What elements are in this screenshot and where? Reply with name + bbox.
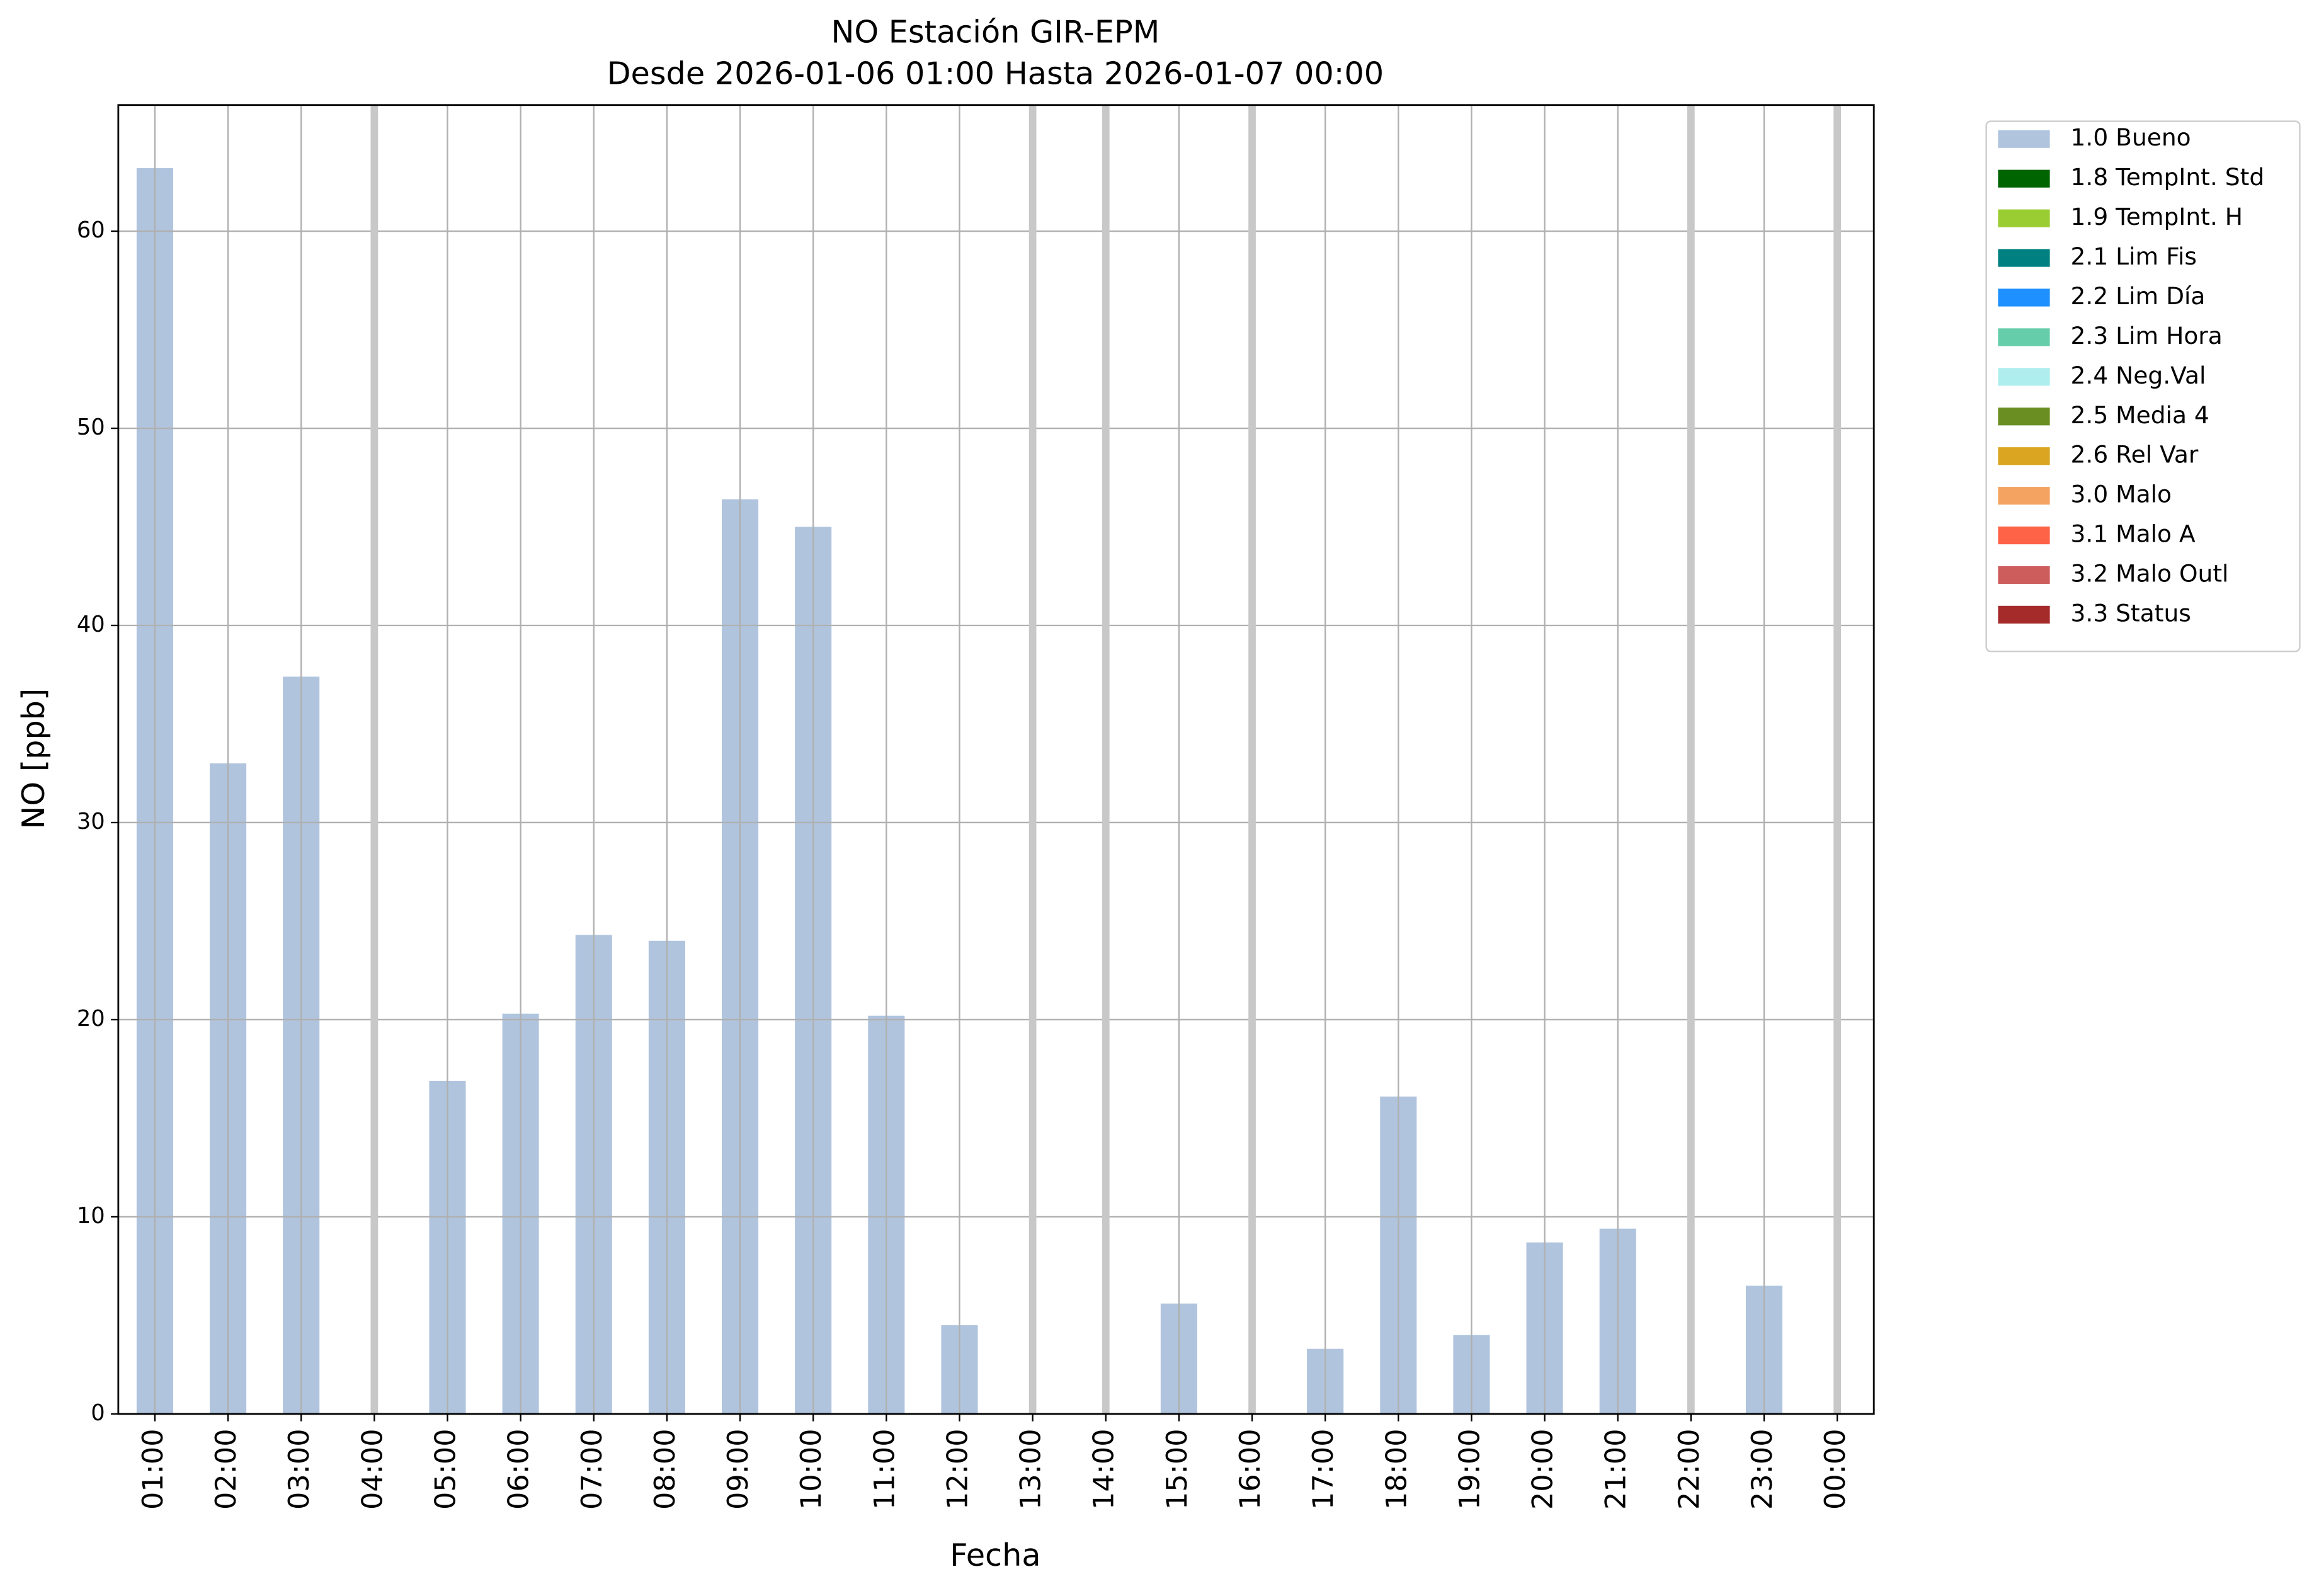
plot-frame [117,104,1875,1415]
y-tick-label: 50 [77,414,105,440]
x-tick-label: 07:00 [576,1428,608,1510]
x-tick-label: 04:00 [356,1428,389,1510]
legend-swatch [1998,249,2050,267]
x-tick-label: 18:00 [1380,1428,1413,1510]
y-tick-label: 10 [77,1203,105,1229]
x-tick-label: 21:00 [1600,1428,1632,1510]
x-tick-label: 17:00 [1307,1428,1340,1510]
legend-label: 2.1 Lim Fis [2071,242,2197,270]
y-tick-label: 40 [77,612,105,637]
x-tick-label: 10:00 [795,1428,828,1510]
legend-label: 1.9 TempInt. H [2071,203,2243,231]
legend-label: 3.2 Malo Outl [2071,560,2229,588]
x-tick-label: 11:00 [868,1428,901,1510]
y-tick-label: 20 [77,1006,105,1032]
legend-label: 3.0 Malo [2071,481,2172,508]
x-tick-label: 03:00 [283,1428,316,1510]
x-tick-label: 05:00 [429,1428,462,1510]
x-tick-label: 01:00 [137,1428,169,1510]
x-axis-label: Fecha [950,1537,1041,1573]
x-tick-label: 13:00 [1015,1428,1047,1510]
legend-label: 2.6 Rel Var [2071,441,2199,469]
chart-title: NO Estación GIR-EPM [831,14,1160,50]
legend-swatch [1998,447,2050,465]
x-tick-label: 22:00 [1673,1428,1706,1510]
legend-swatch [1998,130,2050,148]
legend-swatch [1998,328,2050,346]
x-tick-label: 16:00 [1234,1428,1267,1510]
x-tick-label: 02:00 [210,1428,242,1510]
legend-swatch [1998,368,2050,386]
chart-subtitle: Desde 2026-01-06 01:00 Hasta 2026-01-07 … [607,55,1384,91]
x-tick-label: 09:00 [722,1428,755,1510]
legend-label: 2.4 Neg.Val [2071,362,2206,389]
x-tick-label: 15:00 [1161,1428,1194,1510]
x-tick-label: 19:00 [1453,1428,1486,1510]
legend-swatch [1998,408,2050,426]
x-tick-label: 00:00 [1819,1428,1852,1510]
legend-label: 3.3 Status [2071,599,2191,627]
legend-label: 1.0 Bueno [2071,123,2191,151]
legend-label: 2.2 Lim Día [2071,282,2206,310]
legend-swatch [1998,487,2050,505]
x-tick-label: 14:00 [1088,1428,1120,1510]
x-tick-label: 06:00 [503,1428,535,1510]
legend-swatch [1998,288,2050,307]
y-tick-label: 0 [91,1400,105,1426]
legend-swatch [1998,566,2050,584]
x-tick-label: 23:00 [1746,1428,1779,1510]
x-tick-label: 08:00 [649,1428,681,1510]
legend-swatch [1998,605,2050,624]
legend-swatch [1998,169,2050,188]
y-tick-label: 30 [77,809,105,835]
legend-label: 2.5 Media 4 [2071,401,2209,429]
legend-label: 3.1 Malo A [2071,520,2196,548]
legend-swatch [1998,209,2050,227]
legend-swatch [1998,526,2050,545]
y-tick-label: 60 [77,217,105,243]
legend-label: 1.8 TempInt. Std [2071,163,2265,191]
legend-label: 2.3 Lim Hora [2071,322,2223,350]
x-tick-label: 20:00 [1527,1428,1559,1510]
y-axis-label: NO [ppb] [15,688,52,829]
legend-box [1985,120,2301,653]
x-tick-label: 12:00 [941,1428,974,1510]
